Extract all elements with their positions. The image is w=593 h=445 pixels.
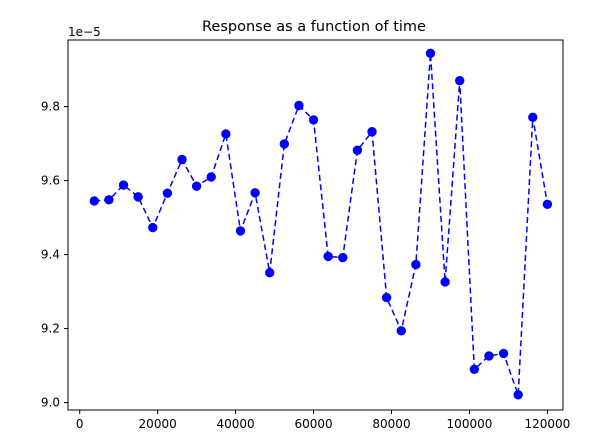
- data-point: [411, 259, 421, 270]
- data-point: [294, 100, 304, 111]
- data-point: [177, 154, 187, 165]
- data-point: [148, 222, 158, 233]
- axes: 0 20000 40000 60000 80000 100000 120000 9.0 9.2 9…: [41, 100, 570, 431]
- data-point: [133, 192, 143, 202]
- data-point: [104, 195, 114, 205]
- data-point: [513, 390, 523, 400]
- data-point: [118, 180, 129, 190]
- data-point: [484, 351, 494, 361]
- y-tick-label: 9.8: [41, 100, 60, 114]
- plot-frame: [67, 39, 564, 411]
- data-point: [89, 196, 100, 206]
- data-point: [235, 226, 246, 236]
- data-point: [440, 277, 450, 287]
- data-point: [191, 181, 202, 191]
- data-point: [352, 145, 363, 155]
- data-point: [367, 127, 377, 137]
- x-tick-label: 40000: [217, 417, 255, 431]
- data-point: [425, 48, 436, 59]
- data-point: [250, 188, 260, 198]
- data-point: [323, 251, 333, 262]
- x-tick-label: 60000: [294, 417, 332, 431]
- y-tick-label: 9.4: [41, 248, 60, 262]
- data-point: [469, 364, 480, 374]
- x-tick-label: 0: [76, 417, 84, 431]
- x-tick-label: 100000: [447, 417, 493, 431]
- y-tick-label: 9.2: [41, 322, 60, 336]
- data-point: [162, 188, 173, 198]
- data-point: [498, 348, 509, 359]
- data-point: [381, 292, 392, 303]
- x-tick-label: 120000: [525, 417, 571, 431]
- data-point: [396, 326, 406, 336]
- series-layer: [89, 48, 553, 400]
- series-line: [94, 52, 549, 396]
- data-point: [206, 172, 216, 182]
- data-point: [279, 139, 290, 149]
- x-tick-label: 80000: [372, 417, 410, 431]
- data-point: [338, 252, 348, 263]
- x-tick-label: 20000: [139, 417, 177, 431]
- data-point: [528, 112, 538, 123]
- y-axis-offset-label: 1e−5: [68, 25, 101, 39]
- data-point: [455, 76, 465, 86]
- data-point: [542, 199, 553, 209]
- y-tick-label: 9.6: [41, 174, 60, 188]
- data-point: [308, 115, 319, 125]
- y-tick-label: 9.0: [41, 396, 60, 410]
- data-point: [221, 129, 231, 139]
- data-point: [265, 268, 275, 278]
- chart-title: Response as a function of time: [202, 19, 426, 35]
